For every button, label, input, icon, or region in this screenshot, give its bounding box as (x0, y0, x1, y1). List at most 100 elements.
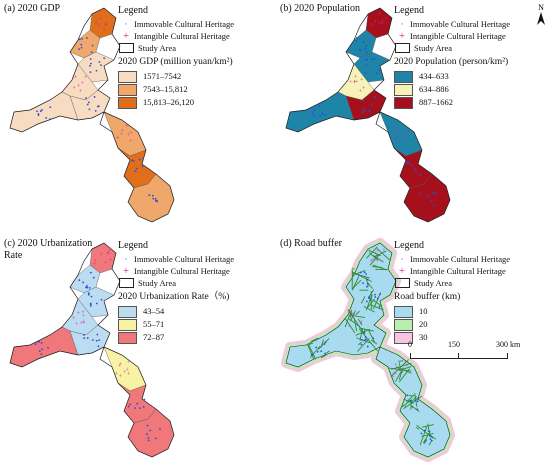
immovable-point (362, 282, 364, 284)
immovable-point (142, 406, 145, 408)
road-line (398, 369, 403, 380)
swatch (118, 83, 137, 96)
intangible-point: + (120, 132, 124, 138)
intangible-point: + (371, 258, 375, 264)
immovable-point (87, 101, 90, 104)
immovable-point (365, 45, 368, 47)
intangible-point: + (82, 319, 86, 325)
box-icon (395, 43, 410, 53)
plus-icon: + (398, 30, 406, 42)
intangible-point: + (80, 321, 84, 327)
panel-title: (b) 2020 Population (280, 3, 360, 14)
immovable-point (416, 408, 419, 411)
intangible-point: + (374, 19, 378, 25)
immovable-point (373, 58, 376, 61)
panel-b-population: + + + + + + + + + + + + + + + + + + + + + + + + (b) 2020 Popula… (276, 0, 546, 230)
intangible-point: + (77, 311, 81, 317)
swatch (394, 305, 413, 318)
intangible-point: + (404, 360, 408, 366)
intangible-point: + (354, 74, 358, 80)
panel-title: (a) 2020 GDP (4, 3, 61, 14)
road-line (421, 432, 434, 437)
immovable-point (85, 97, 87, 99)
intangible-point: + (127, 359, 131, 365)
immovable-point (90, 295, 93, 298)
immovable-point (362, 41, 365, 44)
immovable-point (429, 438, 432, 441)
immovable-point (413, 168, 416, 171)
immovable-point (323, 343, 326, 345)
intangible-point: + (94, 20, 98, 26)
immovable-point (361, 339, 364, 341)
immovable-point (37, 114, 40, 117)
intangible-point: + (81, 310, 85, 316)
dot-icon: · (400, 19, 404, 29)
intangible-point: + (373, 257, 377, 263)
intangible-point: + (129, 130, 133, 136)
immovable-point (34, 343, 37, 346)
immovable-point (78, 48, 81, 51)
immovable-point (98, 339, 100, 342)
box-icon (119, 278, 134, 288)
intangible-point: + (353, 80, 357, 86)
immovable-point (315, 346, 317, 349)
class-1: 1571–7542 (118, 70, 234, 83)
immovable-point (98, 105, 100, 108)
immovable-point (420, 432, 423, 435)
immovable-point (89, 58, 92, 60)
intangible-point: + (382, 248, 386, 254)
immovable-point (434, 193, 436, 195)
intangible-point: + (380, 22, 384, 28)
intangible-point: + (102, 27, 106, 33)
immovable-point (97, 345, 100, 348)
immovable-point (367, 282, 369, 285)
immovable-point (40, 341, 43, 344)
road-line (405, 394, 415, 403)
intangible-point: + (384, 16, 388, 22)
intangible-point: + (353, 80, 357, 86)
immovable-point (324, 352, 327, 355)
immovable-point (324, 341, 327, 344)
immovable-point (141, 165, 144, 168)
road-line (389, 367, 412, 372)
immovable-point (86, 284, 88, 287)
class-3: 30 (394, 331, 510, 344)
immovable-point (311, 353, 314, 356)
intangible-point: + (71, 75, 75, 81)
immovable-point (145, 433, 148, 435)
immovable-point (100, 298, 103, 301)
immovable-point (361, 99, 364, 102)
immovable-point (424, 439, 427, 442)
immovable-point (98, 61, 101, 63)
road-line (352, 269, 366, 276)
intangible-point: + (394, 362, 398, 368)
immovable-point (49, 106, 52, 109)
intangible-point: + (362, 86, 366, 92)
swatch (118, 70, 137, 83)
immovable-point (324, 114, 326, 117)
intangible-point: + (392, 372, 396, 378)
immovable-point (139, 407, 141, 410)
intangible-point: + (93, 262, 97, 268)
immovable-point (430, 200, 433, 203)
legend: Legend · Immovable Cultural Heritage + Int… (118, 5, 234, 109)
immovable-point (89, 64, 91, 67)
immovable-point (363, 339, 366, 342)
box-icon (119, 43, 134, 53)
immovable-point (41, 348, 44, 351)
intangible-point: + (396, 130, 400, 136)
study-area-outline (285, 7, 451, 223)
intangible-point: + (108, 249, 112, 255)
road-line (360, 296, 366, 304)
study-area-outline (9, 7, 175, 223)
legend: Legend · Immovable Cultural Heritage + Int… (118, 240, 234, 344)
road-line (428, 441, 432, 446)
immovable-point (131, 159, 134, 162)
road-line (372, 299, 383, 307)
immovable-point (411, 405, 413, 408)
legend-title: Legend (118, 240, 148, 251)
swatch (118, 318, 137, 331)
intangible-point: + (82, 320, 86, 326)
immovable-point (406, 394, 409, 397)
immovable-point (134, 170, 137, 173)
